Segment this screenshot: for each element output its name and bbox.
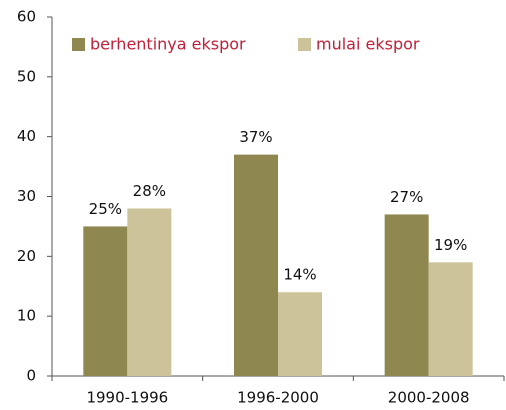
value-label: 37%: [239, 128, 272, 146]
legend-label: berhentinya ekspor: [90, 35, 246, 54]
x-tick-label: 2000-2008: [388, 389, 470, 407]
value-label: 19%: [434, 236, 467, 254]
bar: [428, 262, 473, 376]
value-label: 28%: [133, 182, 166, 200]
bar: [384, 214, 429, 376]
y-tick-label: 10: [17, 307, 36, 325]
y-tick-label: 40: [17, 127, 36, 145]
y-tick-label: 20: [17, 247, 36, 265]
bar: [83, 226, 128, 376]
bar: [127, 208, 172, 376]
value-label: 14%: [283, 266, 316, 284]
bar: [234, 154, 278, 376]
x-tick-label: 1990-1996: [86, 389, 168, 407]
y-tick-label: 30: [17, 187, 36, 205]
bar: [278, 292, 322, 376]
value-label: 27%: [390, 188, 423, 206]
value-label: 25%: [89, 200, 122, 218]
y-tick-label: 0: [26, 367, 36, 385]
y-tick-label: 60: [17, 8, 36, 26]
legend-swatch: [298, 38, 311, 51]
x-tick-label: 1996-2000: [237, 389, 319, 407]
y-tick-label: 50: [17, 67, 36, 85]
legend-label: mulai ekspor: [316, 35, 420, 54]
legend-swatch: [72, 38, 85, 51]
